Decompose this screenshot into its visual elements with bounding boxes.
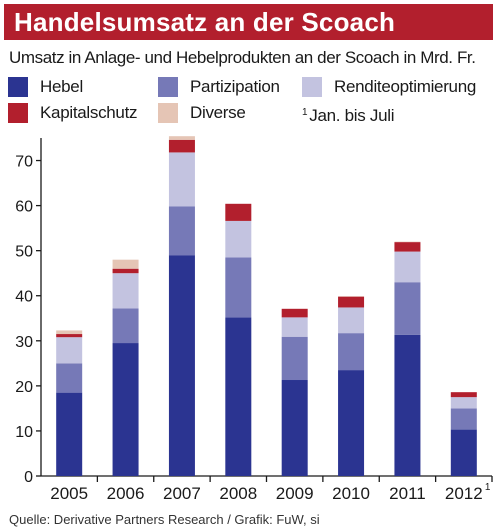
chart-subtitle: Umsatz in Anlage- und Hebelprodukten an … (9, 48, 476, 67)
bar-2011-partizipation (394, 282, 421, 335)
y-tick-label-0: 0 (24, 469, 33, 486)
bar-2011-hebel (394, 334, 421, 476)
bar-2010-kapitalschutz (338, 296, 365, 308)
y-tick-label-20: 20 (15, 379, 33, 396)
bar-2007-renditeoptimierung (168, 152, 195, 207)
bar-2006-renditeoptimierung (112, 273, 139, 309)
bar-2012-hebel (450, 429, 477, 476)
x-tick-label-2012: 2012 (445, 484, 483, 503)
bar-2008-kapitalschutz (225, 203, 252, 221)
bar-2008-hebel (225, 317, 252, 476)
chart-title: Handelsumsatz an der Scoach (14, 7, 396, 37)
source-note: Quelle: Derivative Partners Research / G… (9, 512, 320, 527)
x-tick-label-2009: 2009 (276, 484, 314, 503)
bar-2008-partizipation (225, 257, 252, 318)
bar-2011-renditeoptimierung (394, 251, 421, 283)
legend-swatch-partizipation (158, 77, 178, 97)
legend-item-kapitalschutz: Kapitalschutz (8, 103, 138, 123)
x-tick-label-2006: 2006 (107, 484, 145, 503)
bar-2009-hebel (281, 380, 308, 476)
bar-2010-renditeoptimierung (338, 307, 365, 334)
stacked-bar-chart: 0 10 20 30 40 50 60 70 2005 2006 2007 2008 2009 2010 2… (15, 136, 493, 503)
y-tick-label-60: 60 (15, 199, 33, 216)
x-tick-label-2008: 2008 (219, 484, 257, 503)
bar-2009-renditeoptimierung (281, 317, 308, 337)
legend-item-renditeoptimierung: Renditeoptimierung (302, 77, 476, 97)
y-tick-label-30: 30 (15, 334, 33, 351)
bar-2005-hebel (56, 392, 83, 476)
bar-2006-hebel (112, 343, 139, 476)
title-banner: Handelsumsatz an der Scoach (4, 4, 493, 40)
bar-2007-diverse (168, 136, 195, 140)
y-tick-label-10: 10 (15, 424, 33, 441)
bar-2007-kapitalschutz (168, 139, 195, 153)
bar-2005-partizipation (56, 363, 83, 393)
legend-swatch-renditeoptimierung (302, 77, 322, 97)
bar-2012-renditeoptimierung (450, 397, 477, 409)
bar-2012-kapitalschutz (450, 392, 477, 398)
legend-swatch-hebel (8, 77, 28, 97)
legend-item-partizipation: Partizipation (158, 77, 280, 97)
legend-swatch-kapitalschutz (8, 103, 28, 123)
legend-label-diverse: Diverse (190, 103, 246, 122)
y-tick-label-50: 50 (15, 244, 33, 261)
bar-2007-partizipation (168, 206, 195, 256)
bar-2005-diverse (56, 330, 83, 335)
bar-2010-partizipation (338, 333, 365, 371)
legend-footnote: 1 Jan. bis Juli (302, 103, 394, 126)
bar-2008-renditeoptimierung (225, 220, 252, 258)
bar-2006-diverse (112, 259, 139, 269)
x-tick-label-2010: 2010 (332, 484, 370, 503)
legend-label-renditeoptimierung: Renditeoptimierung (334, 77, 477, 96)
x-tick-label-2007: 2007 (163, 484, 201, 503)
bar-2009-kapitalschutz (281, 308, 308, 318)
bar-2010-hebel (338, 370, 365, 476)
bar-2006-kapitalschutz (112, 268, 139, 274)
x-tick-label-2005: 2005 (50, 484, 88, 503)
legend-item-diverse: Diverse (158, 103, 246, 123)
y-tick-label-40: 40 (15, 289, 33, 306)
bar-2012-partizipation (450, 408, 477, 430)
bar-2009-partizipation (281, 336, 308, 381)
legend-footnote-marker: 1 (302, 107, 308, 118)
legend-label-hebel: Hebel (40, 77, 83, 96)
legend-swatch-diverse (158, 103, 178, 123)
bar-2011-kapitalschutz (394, 242, 421, 252)
legend-item-hebel: Hebel (8, 77, 83, 97)
bar-2005-renditeoptimierung (56, 337, 83, 364)
legend-footnote-text: Jan. bis Juli (309, 106, 395, 125)
y-tick-label-70: 70 (15, 154, 33, 171)
bar-2005-kapitalschutz (56, 334, 83, 338)
x-tick-label-2011: 2011 (389, 484, 426, 503)
legend-label-partizipation: Partizipation (190, 77, 280, 96)
bar-2007-hebel (168, 255, 195, 476)
bar-2006-partizipation (112, 308, 139, 344)
legend-label-kapitalschutz: Kapitalschutz (40, 103, 138, 122)
x-tick-footnote-2012: 1 (485, 482, 491, 493)
